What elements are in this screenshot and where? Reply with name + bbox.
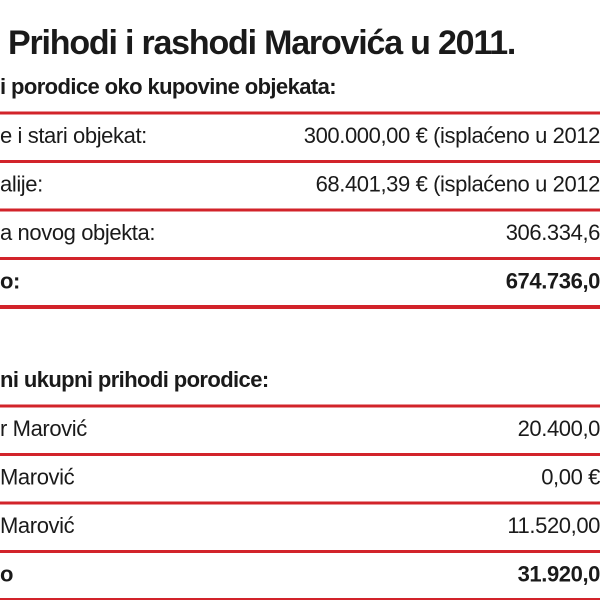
- row-label: a novog objekta:: [0, 220, 155, 245]
- row-label: o: [0, 561, 13, 586]
- row-label: o:: [0, 268, 20, 293]
- row-divider: [0, 598, 600, 600]
- row-value: 306.334,6: [506, 220, 600, 245]
- row-divider: [0, 453, 600, 456]
- row-label: e i stari objekat:: [0, 123, 147, 148]
- row-value: 20.400,0: [518, 416, 600, 441]
- row-value: 68.401,39 € (isplaćeno u 2012: [316, 171, 600, 196]
- row-divider: [0, 160, 600, 163]
- row-value: 31.920,0: [518, 561, 600, 586]
- row-label: Marović: [0, 464, 75, 489]
- row-value: 674.736,0: [506, 268, 600, 293]
- title: Prihodi i rashodi Marovića u 2011.: [8, 24, 515, 62]
- row-divider: [0, 257, 600, 260]
- row-label: alije:: [0, 171, 43, 196]
- section-heading: ni ukupni prihodi porodice:: [0, 367, 269, 392]
- row-divider: [0, 111, 600, 115]
- row-value: 300.000,00 € (isplaćeno u 2012: [304, 123, 600, 148]
- row-divider: [0, 550, 600, 553]
- section-heading: i porodice oko kupovine objekata:: [0, 74, 336, 99]
- row-value: 11.520,00: [507, 513, 600, 538]
- row-label: r Marović: [0, 416, 87, 441]
- row-divider: [0, 501, 600, 505]
- row-divider: [0, 404, 600, 408]
- row-value: 0,00 €: [541, 464, 600, 489]
- row-divider: [0, 305, 600, 309]
- row-label: Marović: [0, 513, 75, 538]
- row-divider: [0, 208, 600, 212]
